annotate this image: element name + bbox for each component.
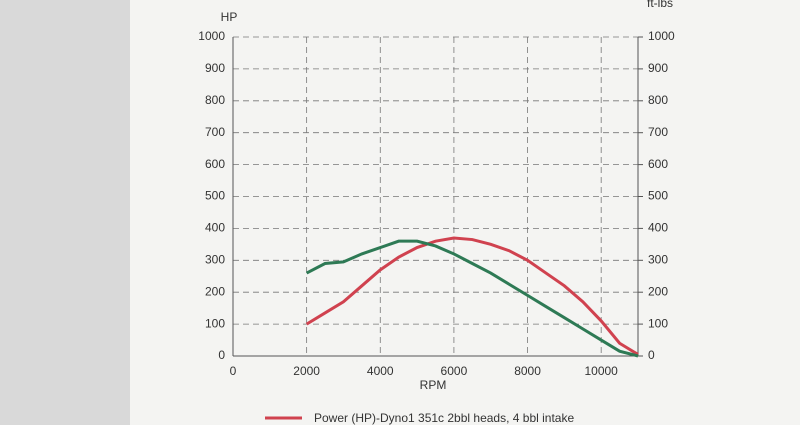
y2-tick-label: 400 <box>648 221 668 235</box>
y-tick-label: 1000 <box>198 29 225 43</box>
x-axis-title: RPM <box>420 378 447 392</box>
photo-background <box>0 0 130 425</box>
y2-tick-label: 100 <box>648 316 668 330</box>
y-tick-label: 500 <box>205 189 225 203</box>
y2-tick-label: 300 <box>648 252 668 266</box>
x-tick-label: 6000 <box>441 364 468 378</box>
y-tick-label: 400 <box>205 221 225 235</box>
y2-tick-label: 0 <box>648 348 655 362</box>
y2-axis-title: ft-lbs <box>647 0 673 10</box>
legend-label: Power (HP)-Dyno1 351c 2bbl heads, 4 bbl … <box>314 411 574 425</box>
y-tick-label: 100 <box>205 316 225 330</box>
x-tick-label: 10000 <box>584 364 618 378</box>
y2-tick-label: 500 <box>648 189 668 203</box>
y2-tick-label: 700 <box>648 125 668 139</box>
x-tick-label: 8000 <box>514 364 541 378</box>
y-tick-label: 700 <box>205 125 225 139</box>
y2-tick-label: 200 <box>648 284 668 298</box>
y2-tick-label: 800 <box>648 93 668 107</box>
x-tick-label: 4000 <box>367 364 394 378</box>
paper <box>130 0 800 425</box>
y-tick-label: 900 <box>205 61 225 75</box>
y-tick-label: 0 <box>218 348 225 362</box>
y-tick-label: 800 <box>205 93 225 107</box>
y2-tick-label: 600 <box>648 157 668 171</box>
x-tick-label: 2000 <box>293 364 320 378</box>
y-tick-label: 300 <box>205 252 225 266</box>
y-axis-title: HP <box>221 10 238 24</box>
y-tick-label: 600 <box>205 157 225 171</box>
series-line <box>305 239 639 358</box>
y-tick-label: 200 <box>205 284 225 298</box>
y2-tick-label: 900 <box>648 61 668 75</box>
y2-tick-label: 1000 <box>648 29 675 43</box>
x-tick-label: 0 <box>230 364 237 378</box>
series-line <box>305 236 639 356</box>
